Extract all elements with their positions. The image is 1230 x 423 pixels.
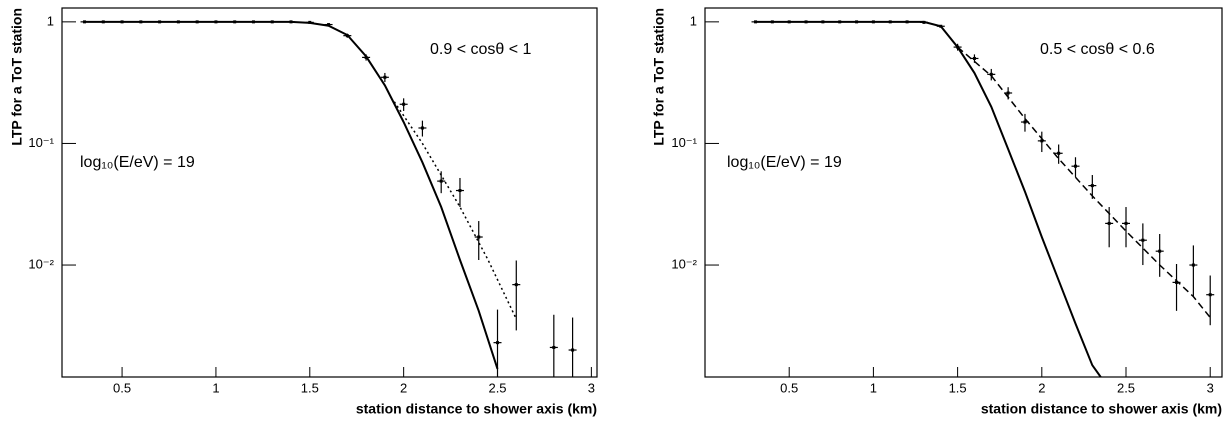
annotation: log₁₀(E/eV) = 19 bbox=[727, 154, 842, 171]
data-point bbox=[972, 56, 976, 60]
fit-curve bbox=[957, 46, 1211, 318]
data-point bbox=[552, 345, 556, 349]
plot-frame bbox=[704, 7, 1223, 378]
data-point bbox=[1090, 184, 1094, 188]
y-axis-label: LTP for a ToT station bbox=[651, 8, 667, 146]
data-point bbox=[1124, 221, 1128, 225]
x-tick-label: 2.5 bbox=[1117, 380, 1135, 395]
x-tick-label: 2 bbox=[1038, 380, 1045, 395]
x-tick-label: 1.5 bbox=[949, 380, 967, 395]
y-tick-label: 1 bbox=[690, 13, 697, 28]
data-point bbox=[477, 235, 481, 239]
data-point bbox=[1006, 91, 1010, 95]
fit-curve bbox=[755, 20, 1102, 377]
data-point bbox=[1141, 238, 1145, 242]
x-tick-label: 2 bbox=[400, 380, 407, 395]
plot-area bbox=[751, 20, 1215, 377]
annotation: 0.9 < cosθ < 1 bbox=[430, 41, 532, 58]
data-point bbox=[514, 283, 518, 287]
x-tick-label: 0.5 bbox=[113, 380, 131, 395]
x-axis-label: station distance to shower axis (km) bbox=[356, 401, 597, 417]
y-tick-label: 1 bbox=[47, 13, 54, 28]
fit-curve bbox=[393, 101, 517, 320]
x-tick-label: 1.5 bbox=[301, 380, 319, 395]
data-point bbox=[1158, 249, 1162, 253]
annotation: log₁₀(E/eV) = 19 bbox=[80, 154, 195, 171]
x-tick-label: 1 bbox=[212, 380, 219, 395]
plot-area bbox=[80, 20, 577, 377]
plot-frame bbox=[61, 7, 598, 378]
y-axis-label: LTP for a ToT station bbox=[9, 8, 25, 146]
data-point bbox=[1208, 293, 1212, 297]
y-tick-label: 10⁻¹ bbox=[671, 135, 697, 150]
data-point bbox=[1175, 280, 1179, 284]
x-axis-label: station distance to shower axis (km) bbox=[981, 401, 1222, 417]
x-tick-label: 3 bbox=[1207, 380, 1214, 395]
data-point bbox=[458, 189, 462, 193]
x-tick-label: 2.5 bbox=[488, 380, 506, 395]
x-tick-label: 1 bbox=[870, 380, 877, 395]
data-point bbox=[1073, 164, 1077, 168]
data-point bbox=[327, 23, 331, 27]
x-tick-label: 3 bbox=[588, 380, 595, 395]
y-tick-label: 10⁻² bbox=[28, 256, 54, 271]
y-tick-label: 10⁻² bbox=[671, 256, 697, 271]
data-point bbox=[383, 75, 387, 79]
x-tick-label: 0.5 bbox=[780, 380, 798, 395]
data-point bbox=[1057, 151, 1061, 155]
data-point bbox=[439, 179, 443, 183]
data-point bbox=[1191, 263, 1195, 267]
data-point bbox=[989, 72, 993, 76]
data-point bbox=[1023, 120, 1027, 124]
data-point bbox=[402, 102, 406, 106]
data-point bbox=[420, 126, 424, 130]
y-tick-label: 10⁻¹ bbox=[28, 135, 54, 150]
annotation: 0.5 < cosθ < 0.6 bbox=[1040, 41, 1155, 58]
data-point bbox=[1107, 221, 1111, 225]
data-point bbox=[496, 341, 500, 345]
fit-curve bbox=[84, 20, 499, 370]
data-point bbox=[571, 348, 575, 352]
data-point bbox=[1040, 139, 1044, 143]
